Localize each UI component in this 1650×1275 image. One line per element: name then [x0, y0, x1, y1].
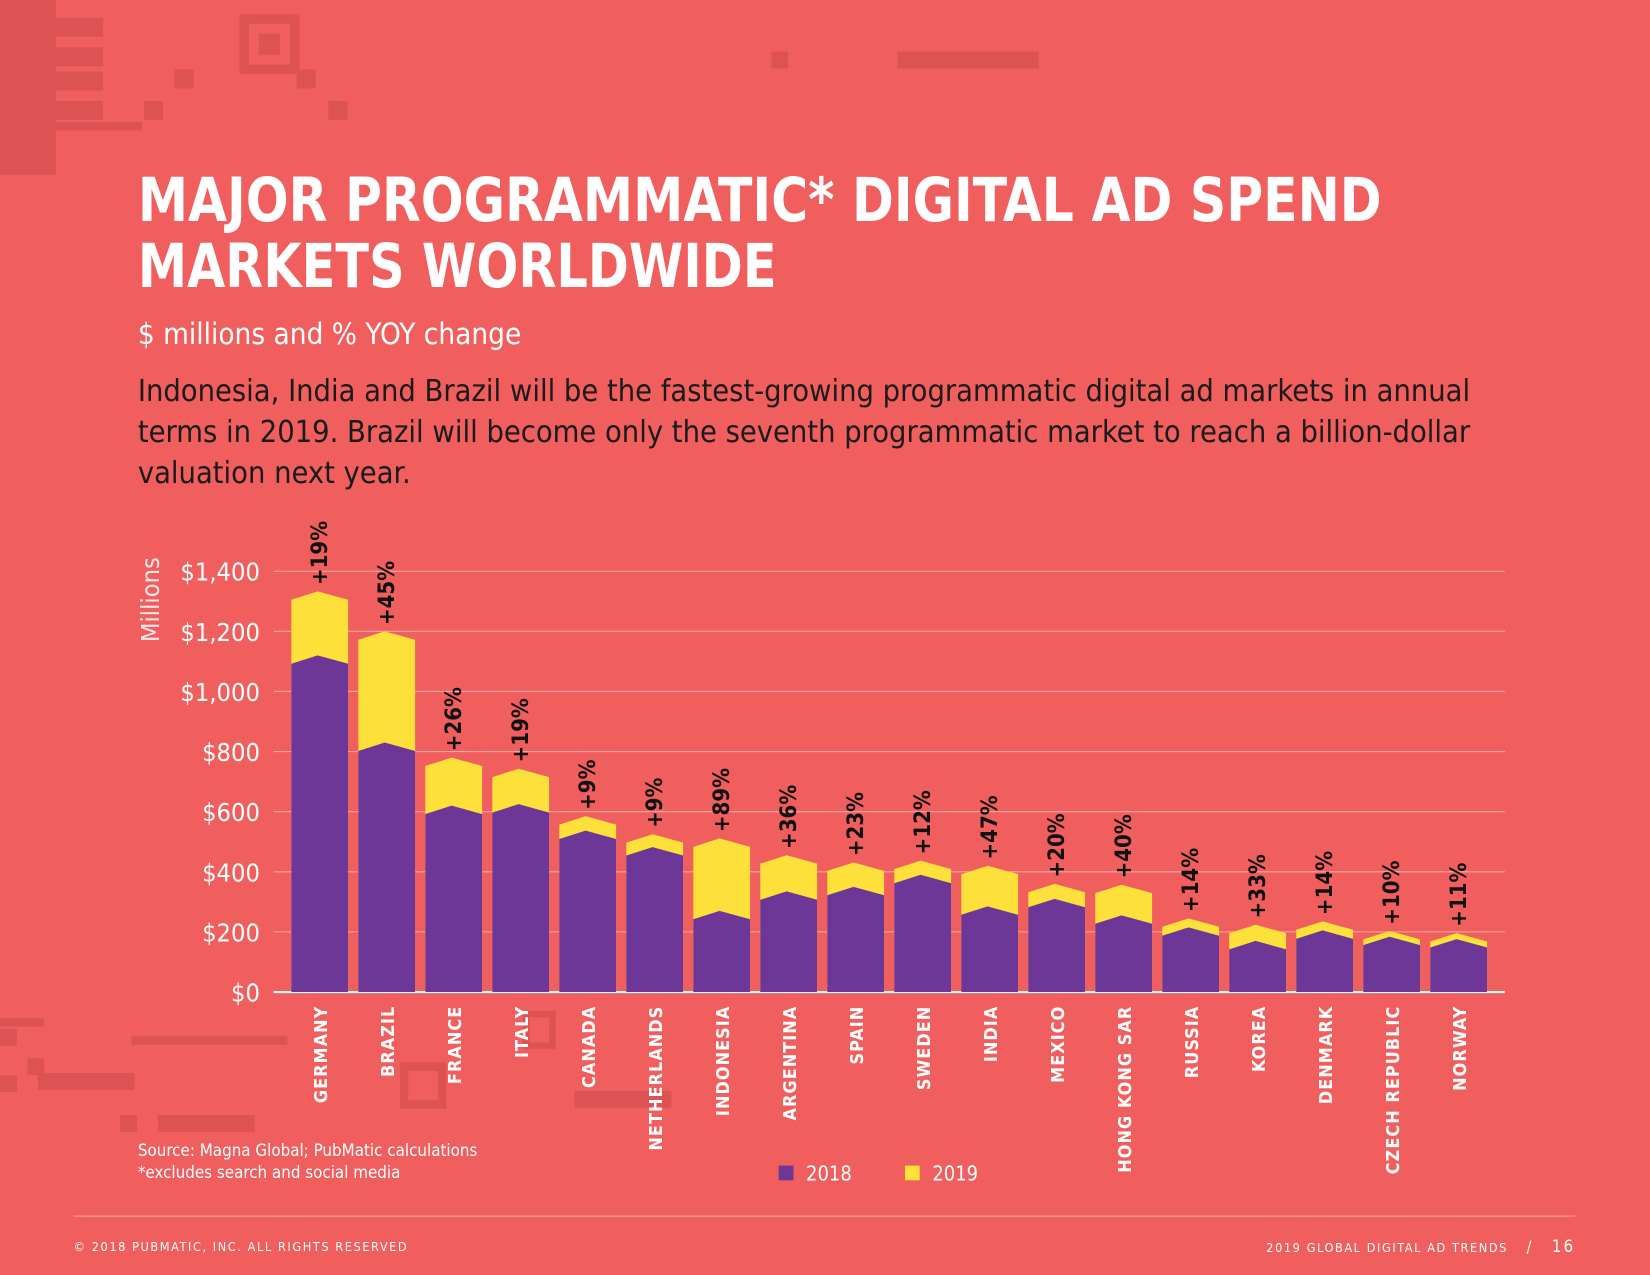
page-number: 16 — [1552, 1236, 1575, 1256]
change-label: +45% — [374, 561, 400, 625]
bar — [425, 805, 483, 993]
bar — [1430, 939, 1488, 993]
change-label: +19% — [307, 521, 333, 585]
footer-left: © 2018 PUBMATIC, INC. ALL RIGHTS RESERVE… — [74, 1239, 409, 1254]
change-label: +12% — [910, 790, 936, 854]
bar — [1028, 898, 1086, 993]
bar — [1296, 930, 1354, 993]
change-label: +47% — [977, 795, 1003, 859]
change-label: +33% — [1245, 854, 1271, 918]
x-tick-label: SWEDEN — [914, 1006, 935, 1090]
y-tick-label: $400 — [202, 858, 260, 887]
y-tick-label: $600 — [202, 798, 260, 827]
footer-right: 2019 GLOBAL DIGITAL AD TRENDS — [1266, 1240, 1508, 1255]
change-label: +14% — [1178, 848, 1204, 912]
bar — [358, 742, 416, 993]
x-tick-label: HONG KONG SAR — [1115, 1006, 1136, 1173]
footer-separator: / — [1527, 1237, 1532, 1256]
x-tick-label: INDIA — [981, 1006, 1002, 1062]
x-tick-label: DENMARK — [1316, 1006, 1337, 1104]
y-tick-label: $200 — [202, 918, 260, 947]
bar — [693, 910, 751, 993]
change-label: +23% — [843, 792, 869, 856]
legend-label: 2018 — [806, 1161, 852, 1185]
y-tick-label: $1,400 — [180, 558, 259, 587]
x-tick-label: INDONESIA — [713, 1006, 734, 1116]
y-axis-label: Millions — [136, 557, 165, 642]
change-label: +19% — [508, 698, 534, 762]
bar — [1095, 915, 1153, 993]
bar — [894, 874, 952, 993]
x-tick-label: NORWAY — [1450, 1006, 1471, 1091]
bar — [827, 886, 885, 993]
x-tick-label: FRANCE — [445, 1006, 466, 1084]
x-tick-label: NETHERLANDS — [646, 1006, 667, 1151]
x-tick-label: ARGENTINA — [780, 1006, 801, 1121]
x-tick-label: MEXICO — [1048, 1006, 1069, 1083]
x-tick-label: BRAZIL — [378, 1006, 399, 1077]
change-label: +10% — [1379, 860, 1405, 924]
change-label: +14% — [1312, 851, 1338, 915]
x-tick-label: KOREA — [1249, 1006, 1270, 1072]
bar — [626, 847, 684, 993]
bar — [961, 906, 1019, 993]
legend-label: 2019 — [932, 1161, 978, 1185]
x-tick-label: GERMANY — [311, 1006, 332, 1103]
change-label: +20% — [1044, 813, 1070, 877]
x-tick-label: CZECH REPUBLIC — [1383, 1006, 1404, 1175]
change-label: +26% — [441, 687, 467, 751]
footnote: *excludes search and social media — [138, 1162, 401, 1182]
bar — [492, 804, 550, 993]
description: Indonesia, India and Brazil will be the … — [137, 372, 1471, 491]
x-tick-label: ITALY — [512, 1006, 533, 1058]
x-tick-label: RUSSIA — [1182, 1006, 1203, 1079]
y-tick-label: $1,200 — [180, 618, 259, 647]
y-tick-label: $1,000 — [180, 678, 259, 707]
x-tick-label: CANADA — [579, 1006, 600, 1088]
y-tick-label: $0 — [231, 978, 260, 1007]
bar — [1162, 927, 1220, 993]
change-label: +11% — [1446, 863, 1472, 927]
decoration — [0, 0, 1039, 1132]
bar — [559, 830, 617, 993]
bar — [760, 891, 818, 993]
change-label: +40% — [1111, 814, 1137, 878]
bar — [291, 655, 349, 993]
change-label: +36% — [776, 785, 802, 849]
change-label: +9% — [575, 759, 601, 809]
x-tick-label: SPAIN — [847, 1006, 868, 1065]
legend-swatch — [778, 1165, 794, 1181]
change-label: +89% — [709, 768, 735, 832]
y-tick-label: $800 — [202, 738, 260, 767]
bar — [1229, 940, 1287, 993]
title: MAJOR PROGRAMMATIC* DIGITAL AD SPEND — [138, 165, 1382, 236]
subtitle: $ millions and % YOY change — [138, 317, 521, 351]
change-label: +9% — [642, 777, 668, 827]
bar — [1363, 936, 1421, 993]
source: Source: Magna Global; PubMatic calculati… — [138, 1140, 478, 1160]
legend-swatch — [904, 1165, 920, 1181]
title: MARKETS WORLDWIDE — [138, 231, 777, 302]
